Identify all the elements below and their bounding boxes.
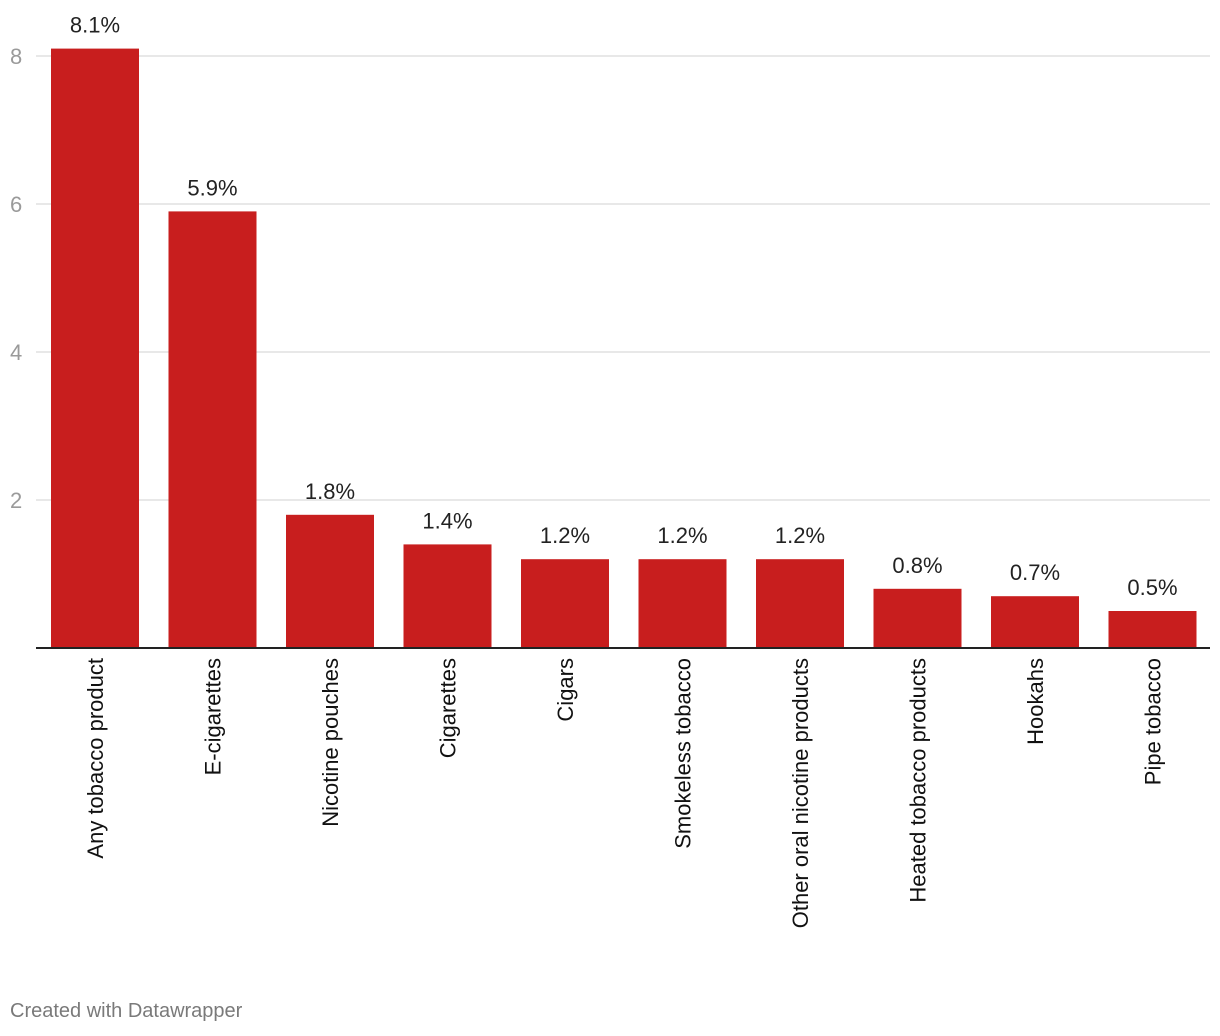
x-tick-label: Cigars: [553, 658, 578, 722]
y-tick-label: 4: [10, 340, 22, 365]
bar[interactable]: [521, 559, 609, 648]
bar[interactable]: [51, 48, 139, 649]
bar-value-label: 1.8%: [305, 479, 355, 504]
credit-text[interactable]: Created with Datawrapper: [10, 1000, 243, 1022]
x-tick-label: Cigarettes: [436, 658, 461, 758]
bar[interactable]: [403, 544, 492, 648]
bar-value-label: 1.2%: [775, 523, 825, 548]
bar[interactable]: [286, 514, 374, 648]
y-tick-label: 6: [10, 192, 22, 217]
bar-value-label: 5.9%: [187, 175, 237, 200]
bar-value-label: 1.4%: [422, 508, 472, 533]
bar[interactable]: [638, 559, 727, 648]
x-tick-label: Any tobacco product: [83, 658, 108, 859]
x-tick-label: Hookahs: [1023, 658, 1048, 745]
x-tick-label: Other oral nicotine products: [788, 658, 813, 928]
bar-value-label: 1.2%: [540, 523, 590, 548]
bar[interactable]: [991, 596, 1079, 648]
bar-value-label: 0.5%: [1127, 575, 1177, 600]
x-tick-label: Smokeless tobacco: [671, 658, 696, 849]
bar[interactable]: [168, 211, 257, 648]
bar[interactable]: [756, 559, 844, 648]
x-tick-label: Nicotine pouches: [318, 658, 343, 827]
bar-value-label: 8.1%: [70, 13, 120, 38]
bar-value-label: 1.2%: [657, 523, 707, 548]
x-tick-label: E-cigarettes: [201, 658, 226, 775]
bar[interactable]: [873, 588, 962, 648]
bar-value-label: 0.8%: [892, 553, 942, 578]
y-tick-label: 2: [10, 488, 22, 513]
bar[interactable]: [1108, 611, 1197, 648]
x-tick-label: Pipe tobacco: [1141, 658, 1166, 785]
y-tick-label: 8: [10, 44, 22, 69]
bar-value-label: 0.7%: [1010, 560, 1060, 585]
x-tick-label: Heated tobacco products: [906, 658, 931, 903]
